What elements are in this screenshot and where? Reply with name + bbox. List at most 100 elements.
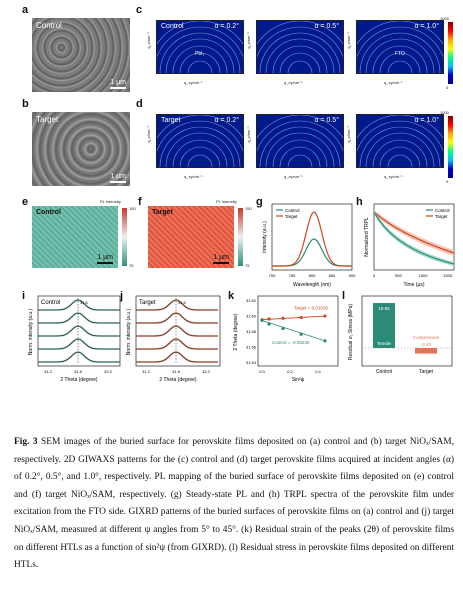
axis-label-y: q_z/nm⁻¹ — [245, 126, 251, 143]
data-point-control — [299, 332, 303, 336]
diffraction-ring — [172, 45, 228, 73]
incident-angle-label: α = 1.0° — [414, 23, 439, 30]
data-point-control — [260, 318, 264, 323]
diffraction-ring — [279, 146, 321, 167]
pl-colorbar-target — [238, 208, 243, 266]
gixrd-data-curve — [136, 338, 218, 350]
gixrd-fit-curve — [136, 312, 218, 324]
diffraction-ring — [272, 139, 328, 167]
diffraction-ring — [265, 38, 335, 73]
gixrd-fit-curve — [136, 338, 218, 350]
axis-label-y: Normalized TRPL — [364, 217, 370, 257]
tick-label: 500 — [395, 273, 402, 278]
pl-label: Control — [36, 209, 61, 216]
trpl-band-target — [374, 210, 454, 256]
gixrd-fit-curve — [38, 299, 120, 311]
tick-label: 0 — [373, 273, 376, 278]
data-point-target — [299, 315, 303, 320]
trpl-line-control — [373, 211, 455, 265]
panel-title: Control — [41, 300, 60, 306]
panel-letter-l: l — [342, 290, 346, 302]
trpl-band-control — [374, 210, 454, 266]
axis-label-x: Wavelength (nm) — [293, 282, 331, 288]
tick-label: 32.0 — [202, 369, 211, 374]
panel-letter-a: a — [22, 4, 29, 16]
gixrd-data-curve — [38, 338, 120, 350]
giwaxs-pattern: α = 1.0° FTO — [356, 20, 444, 74]
panel-letter-f: f — [138, 196, 142, 208]
diffraction-rings — [157, 21, 243, 73]
diffraction-ring — [157, 26, 243, 58]
tick-label: 700 — [269, 273, 276, 278]
scale-bar: 1 μm — [110, 79, 126, 89]
diffraction-ring — [259, 126, 341, 167]
axis-label-y: q_z/nm⁻¹ — [345, 32, 351, 49]
giwaxs-panel-d-2: α = 0.5° q_xy/nm⁻¹ q_z/nm⁻¹ — [244, 112, 344, 182]
peak-label: 31.6 — [80, 300, 89, 305]
incident-angle-label: α = 0.5° — [314, 117, 339, 124]
diffraction-ring — [179, 52, 221, 73]
axis-label-x: q_xy/nm⁻¹ — [184, 174, 203, 179]
category-label: Target — [419, 369, 434, 375]
peak-label: 31.6 — [178, 300, 187, 305]
figure-caption: Fig. 3 SEM images of the buried surface … — [14, 434, 454, 575]
giwaxs-pattern: Control α = 0.2° PbI₂ — [156, 20, 244, 74]
incident-angle-label: α = 1.0° — [414, 117, 439, 124]
tick-label: 1000 — [419, 273, 429, 278]
gixrd-fit-curve — [136, 299, 218, 311]
axis-label-y: Norm. intensity (a.u.) — [28, 308, 34, 355]
diffraction-rings — [157, 115, 243, 167]
pl-map-target: Target 1 μm — [148, 206, 234, 268]
diffraction-ring — [357, 26, 443, 58]
colorbar-min: 0 — [446, 179, 449, 184]
trpl-line-target — [373, 211, 455, 254]
tick-label: 0.4 — [315, 369, 321, 374]
pl-intensity-title: PL Intensity — [100, 199, 121, 204]
fit-line-control — [261, 320, 326, 342]
gixrd-fit-curve — [38, 351, 120, 363]
chart-i-gixrd-control: Control 31.6 31.2 31.6 32.0 2 Theta (degre… — [28, 295, 121, 383]
tick-label: 31.62 — [246, 298, 257, 303]
giwaxs-panel-c-1: Control α = 0.2° PbI₂ q_xy/nm⁻¹ q_z/nm⁻¹ — [144, 18, 244, 88]
gixrd-fit-curve — [38, 312, 120, 324]
diffraction-ring — [257, 120, 343, 152]
slope-label-target: Target = 0.01028 — [294, 305, 328, 310]
panel-letter-h: h — [356, 196, 363, 208]
pl-colorbar-control — [122, 208, 127, 266]
gixrd-data-curve — [38, 351, 120, 363]
gixrd-data-curve — [136, 312, 218, 324]
tick-label: 31.6 — [74, 369, 83, 374]
gixrd-data-curve — [38, 325, 120, 337]
panel-letter-i: i — [22, 290, 26, 302]
diffraction-ring — [187, 60, 213, 73]
diffraction-ring — [372, 139, 428, 167]
data-point-control — [267, 322, 271, 326]
scale-bar: 1 μm — [97, 254, 113, 264]
legend-entry: Control — [285, 208, 300, 213]
gixrd-fit-curve — [38, 325, 120, 337]
pl-intensity-title: PL Intensity — [216, 199, 237, 204]
diffraction-ring — [259, 32, 341, 73]
diffraction-ring — [279, 52, 321, 73]
legend-entry: Target — [435, 214, 448, 219]
giwaxs-panel-c-2: α = 0.5° q_xy/nm⁻¹ q_z/nm⁻¹ — [244, 18, 344, 88]
data-point-target — [281, 316, 285, 320]
peak-annotation: FTO — [395, 51, 405, 57]
diffraction-ring — [365, 132, 435, 167]
tick-label: 31.56 — [246, 345, 257, 350]
bar-control — [373, 303, 395, 348]
tick-label: 850 — [329, 273, 336, 278]
giwaxs-pattern: Target α = 0.2° — [156, 114, 244, 168]
giwaxs-colorbar-d — [448, 116, 453, 178]
axis-label-x: q_xy/nm⁻¹ — [284, 80, 303, 85]
axis-label-y: q_z/nm⁻¹ — [345, 126, 351, 143]
caption-text: SEM images of the buried surface for per… — [14, 437, 454, 571]
data-point-control — [323, 339, 327, 343]
giwaxs-sample-label: Target — [161, 117, 181, 124]
axis-label-y: q_z/nm⁻¹ — [245, 32, 251, 49]
scale-bar: 1 μm — [110, 173, 126, 183]
value-label: -2.43 — [421, 342, 432, 347]
diffraction-ring — [359, 32, 441, 73]
diffraction-rings — [257, 115, 343, 167]
data-point-target — [267, 317, 271, 321]
